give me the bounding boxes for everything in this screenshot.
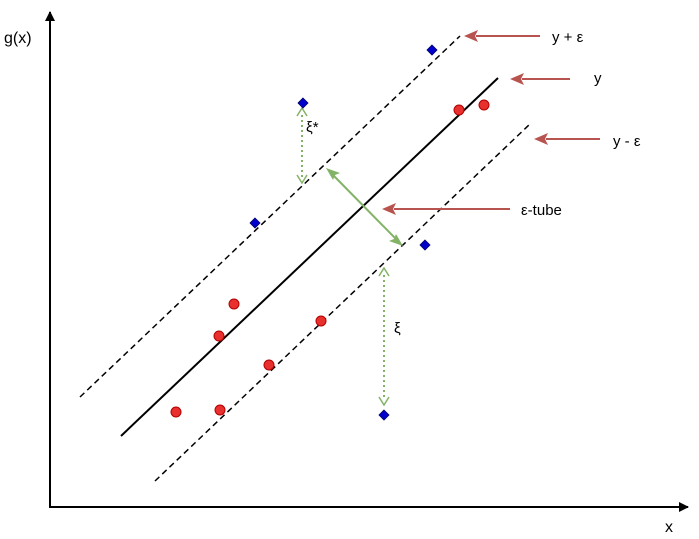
label-arrow-tube [382, 203, 510, 215]
label-epsilon-tube: ε-tube [521, 202, 562, 219]
tube-width-arrow [326, 168, 403, 246]
x-axis-label: x [665, 519, 673, 536]
inside-point [228, 298, 240, 310]
inside-point [315, 315, 327, 327]
label-arrow-upper [464, 30, 540, 42]
inside-point [453, 104, 465, 116]
center-regression-line [120, 77, 499, 437]
xi-arrow [378, 266, 390, 407]
outside-point [249, 217, 261, 229]
label-xi: ξ [394, 320, 401, 337]
outside-point [378, 409, 390, 421]
inside-point [478, 99, 490, 111]
upper-tube-boundary [79, 35, 461, 398]
outside-point [426, 44, 438, 56]
outside-point [297, 97, 309, 109]
label-xi-star: ξ* [306, 119, 319, 136]
label-y-plus-epsilon: y + ε [552, 29, 584, 46]
label-y-minus-epsilon: y - ε [613, 133, 641, 150]
y-axis-label: g(x) [4, 30, 32, 47]
outside-points [249, 44, 438, 421]
lower-tube-boundary [154, 123, 531, 482]
inside-point [170, 406, 182, 418]
inside-points [170, 99, 490, 418]
label-arrow-lower [534, 133, 600, 145]
inside-point [213, 330, 225, 342]
inside-point [263, 359, 275, 371]
outside-point [419, 239, 431, 251]
xi-star-arrow [296, 106, 308, 185]
label-arrow-center [510, 73, 570, 85]
label-y: y [594, 70, 602, 87]
inside-point [214, 404, 226, 416]
